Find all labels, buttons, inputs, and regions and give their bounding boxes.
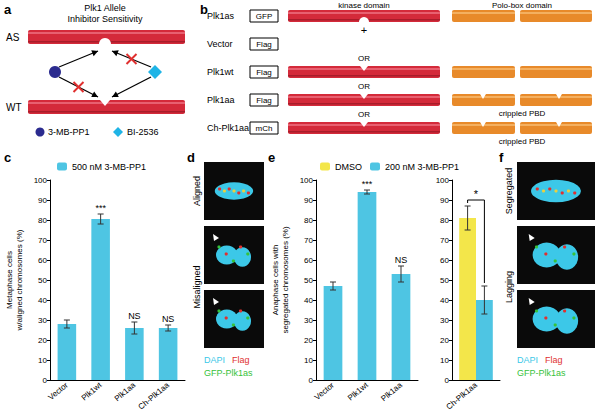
svg-text:100: 100: [436, 176, 450, 185]
svg-text:0: 0: [309, 376, 314, 385]
svg-text:90: 90: [304, 196, 313, 205]
svg-text:70: 70: [304, 236, 313, 245]
svg-text:***: ***: [95, 203, 106, 213]
svg-text:60: 60: [38, 256, 47, 265]
svg-text:GFP: GFP: [256, 12, 272, 21]
svg-text:OR: OR: [358, 82, 370, 91]
svg-text:40: 40: [304, 296, 313, 305]
svg-text:Vector: Vector: [47, 380, 70, 402]
svg-text:30: 30: [38, 316, 47, 325]
svg-text:a: a: [4, 2, 12, 17]
svg-text:100: 100: [34, 176, 48, 185]
svg-text:*: *: [474, 188, 479, 200]
svg-text:200 nM 3-MB-PP1: 200 nM 3-MB-PP1: [385, 162, 459, 172]
svg-text:50: 50: [440, 276, 449, 285]
svg-text:20: 20: [304, 336, 313, 345]
svg-text:Plk1aa: Plk1aa: [379, 380, 404, 403]
svg-text:mCh: mCh: [256, 124, 273, 133]
svg-text:b: b: [200, 1, 208, 17]
svg-text:0: 0: [43, 376, 48, 385]
svg-text:30: 30: [440, 316, 449, 325]
svg-text:Vector: Vector: [207, 39, 233, 49]
svg-text:Inhibitor Sensitivity: Inhibitor Sensitivity: [67, 14, 143, 24]
svg-text:10: 10: [304, 356, 313, 365]
svg-text:kinase domain: kinase domain: [338, 1, 390, 10]
svg-text:40: 40: [38, 296, 47, 305]
svg-text:Aligned: Aligned: [192, 176, 202, 206]
svg-text:GFP-Plk1as: GFP-Plk1as: [517, 368, 566, 378]
svg-text:50: 50: [304, 276, 313, 285]
svg-text:3-MB-PP1: 3-MB-PP1: [48, 127, 90, 137]
svg-text:Flag: Flag: [232, 355, 250, 365]
svg-text:Flag: Flag: [256, 96, 272, 105]
svg-text:Metaphase cells: Metaphase cells: [5, 251, 14, 309]
svg-text:BI-2536: BI-2536: [127, 127, 159, 137]
svg-text:Lagging: Lagging: [504, 271, 514, 303]
svg-text:20: 20: [440, 336, 449, 345]
svg-text:Ch-Plk1aa: Ch-Plk1aa: [137, 380, 172, 411]
svg-text:20: 20: [38, 336, 47, 345]
svg-text:60: 60: [440, 256, 449, 265]
svg-text:NS: NS: [162, 314, 175, 324]
svg-text:WT: WT: [6, 102, 22, 113]
svg-text:500 nM 3-MB-PP1: 500 nM 3-MB-PP1: [72, 162, 146, 172]
svg-text:10: 10: [38, 356, 47, 365]
svg-text:70: 70: [440, 236, 449, 245]
svg-text:50: 50: [38, 276, 47, 285]
svg-text:70: 70: [38, 236, 47, 245]
svg-text:Anaphase cells with: Anaphase cells with: [271, 245, 280, 316]
svg-text:30: 30: [304, 316, 313, 325]
svg-text:80: 80: [38, 216, 47, 225]
svg-text:w/aligned chromosomes (%): w/aligned chromosomes (%): [15, 229, 24, 331]
svg-text:Flag: Flag: [545, 355, 563, 365]
svg-text:Plk1wt: Plk1wt: [346, 380, 370, 403]
svg-text:Plk1wt: Plk1wt: [80, 380, 104, 403]
svg-text:d: d: [187, 150, 195, 165]
svg-text:OR: OR: [358, 110, 370, 119]
svg-text:DAPI: DAPI: [517, 355, 538, 365]
svg-text:100: 100: [300, 176, 314, 185]
svg-text:Misaligned: Misaligned: [192, 265, 202, 308]
svg-text:Plk1as: Plk1as: [207, 11, 235, 21]
svg-text:60: 60: [304, 256, 313, 265]
svg-text:c: c: [4, 150, 11, 165]
svg-text:10: 10: [440, 356, 449, 365]
svg-text:90: 90: [440, 196, 449, 205]
svg-text:90: 90: [38, 196, 47, 205]
svg-text:GFP-Plk1as: GFP-Plk1as: [204, 368, 253, 378]
svg-text:Plk1aa: Plk1aa: [113, 380, 138, 403]
svg-text:crippled PBD: crippled PBD: [499, 137, 546, 146]
svg-text:Polo-box domain: Polo-box domain: [492, 1, 552, 10]
svg-text:Ch-Plk1aa: Ch-Plk1aa: [207, 123, 249, 133]
svg-text:Plk1wt: Plk1wt: [207, 67, 234, 77]
svg-text:+: +: [361, 24, 367, 36]
svg-text:80: 80: [440, 216, 449, 225]
svg-text:segregated chromosomes (%): segregated chromosomes (%): [281, 226, 290, 333]
svg-text:40: 40: [440, 296, 449, 305]
svg-text:AS: AS: [6, 32, 20, 43]
svg-text:***: ***: [362, 179, 373, 189]
svg-text:80: 80: [304, 216, 313, 225]
svg-text:Vector: Vector: [313, 380, 336, 402]
svg-text:Plk1aa: Plk1aa: [207, 95, 235, 105]
svg-text:OR: OR: [358, 54, 370, 63]
svg-text:NS: NS: [128, 311, 141, 321]
svg-text:Flag: Flag: [256, 40, 272, 49]
svg-text:Ch-Plk1aa: Ch-Plk1aa: [444, 380, 479, 411]
svg-text:DMSO: DMSO: [335, 162, 362, 172]
svg-text:Flag: Flag: [256, 68, 272, 77]
svg-text:0: 0: [445, 376, 450, 385]
svg-text:f: f: [499, 150, 504, 165]
svg-text:NS: NS: [395, 255, 408, 265]
svg-text:e: e: [268, 150, 275, 165]
svg-text:Segregated: Segregated: [504, 168, 514, 215]
svg-text:Plk1 Allele: Plk1 Allele: [84, 3, 126, 13]
svg-text:DAPI: DAPI: [204, 355, 225, 365]
svg-text:crippled PBD: crippled PBD: [499, 109, 546, 118]
